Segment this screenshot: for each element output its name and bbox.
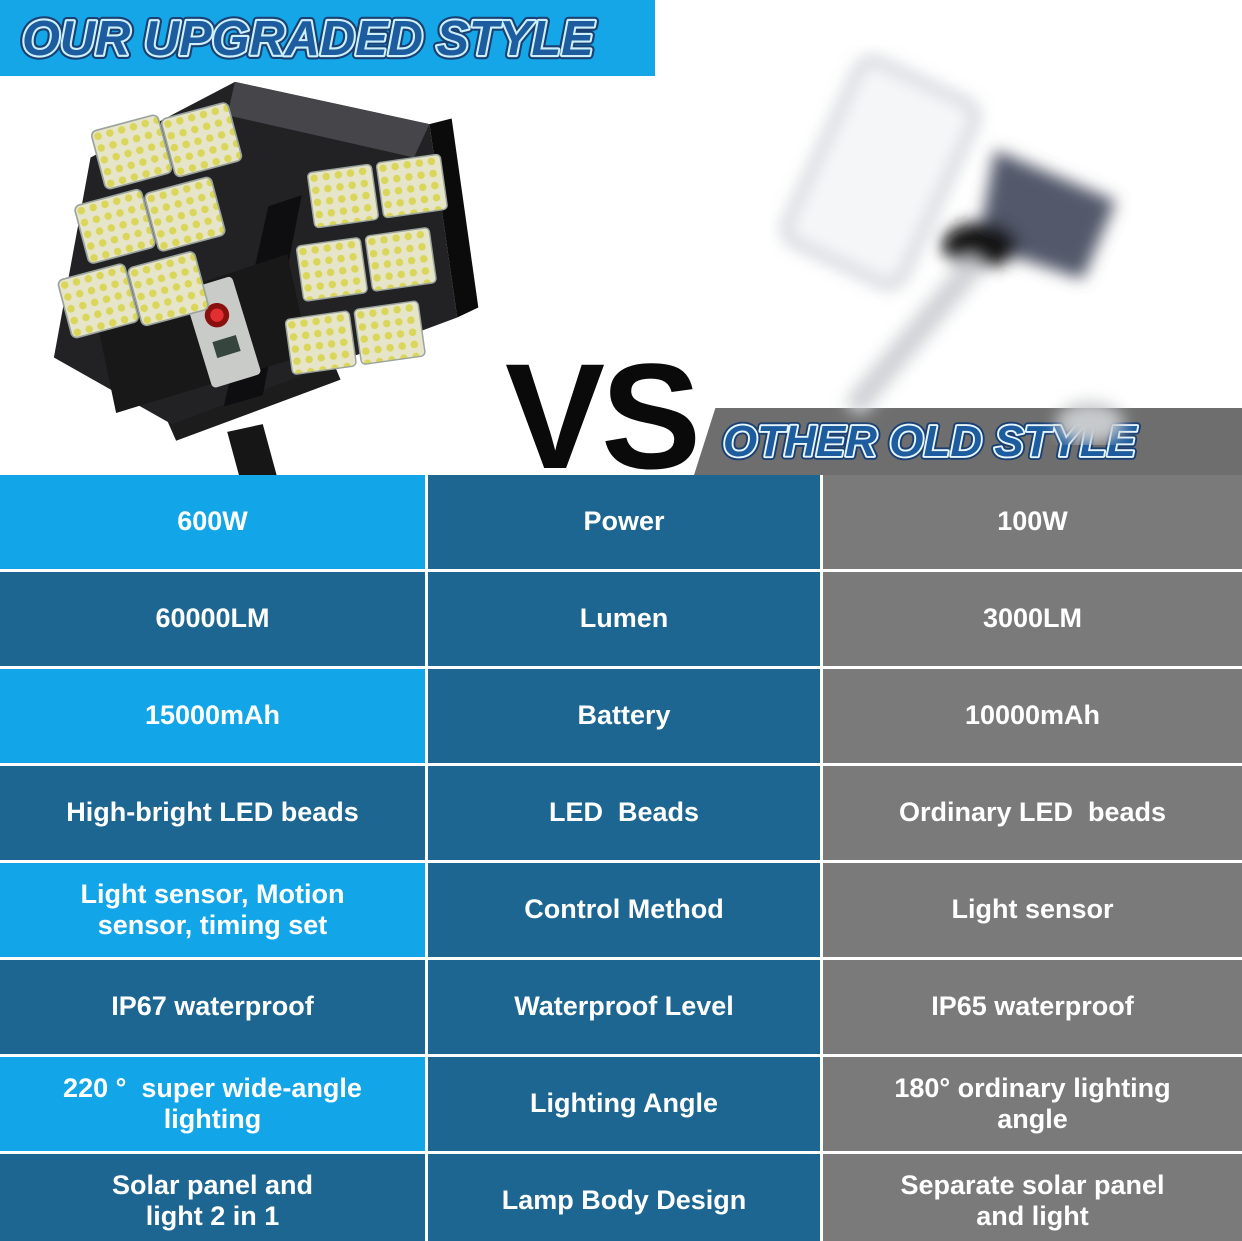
svg-text:OUR UPGRADED STYLE: OUR UPGRADED STYLE	[22, 11, 595, 65]
